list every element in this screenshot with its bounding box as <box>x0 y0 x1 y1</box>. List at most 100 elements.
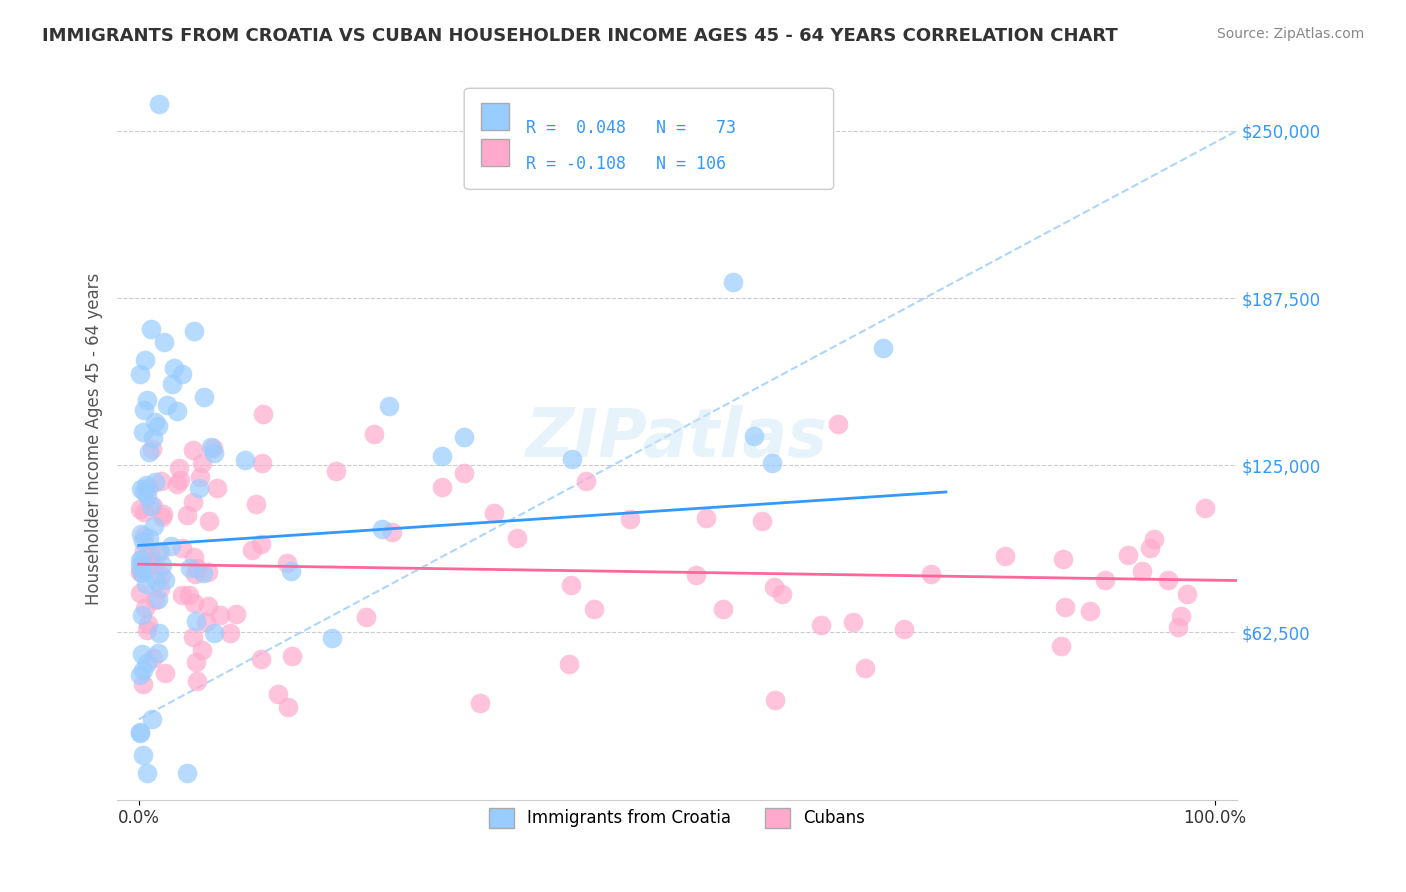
Point <box>321 631 343 645</box>
Point <box>560 578 582 592</box>
Point <box>132 528 155 542</box>
Point <box>765 692 787 706</box>
Point <box>191 643 214 657</box>
Point <box>583 602 606 616</box>
Point <box>252 407 274 421</box>
Point <box>134 353 156 368</box>
Point <box>183 324 205 338</box>
Point <box>142 651 165 665</box>
Point <box>136 616 159 631</box>
Point <box>1052 552 1074 566</box>
Point <box>770 587 793 601</box>
Point <box>150 510 173 524</box>
Point <box>138 531 160 545</box>
Point <box>152 335 174 350</box>
Point <box>148 544 170 558</box>
Point <box>150 568 173 582</box>
Bar <box>481 103 509 130</box>
Point <box>181 630 204 644</box>
Text: ZIPatlas: ZIPatlas <box>526 406 828 472</box>
Point <box>160 377 183 392</box>
Point <box>354 610 377 624</box>
Point <box>250 651 273 665</box>
Point <box>148 97 170 112</box>
Point <box>139 322 162 336</box>
Point <box>148 545 170 559</box>
Point <box>131 607 153 622</box>
Point <box>143 593 166 607</box>
Point <box>191 566 214 581</box>
Point <box>1050 639 1073 653</box>
Point <box>129 564 152 578</box>
Point <box>193 390 215 404</box>
Point <box>1053 600 1076 615</box>
Point <box>721 275 744 289</box>
Point <box>132 677 155 691</box>
Point <box>197 565 219 579</box>
Point <box>186 560 208 574</box>
Point <box>166 476 188 491</box>
Point <box>148 419 170 434</box>
Point <box>893 622 915 636</box>
Point <box>200 440 222 454</box>
Point <box>994 549 1017 563</box>
Point <box>136 481 159 495</box>
Text: R = -0.108   N = 106: R = -0.108 N = 106 <box>526 155 725 173</box>
Point <box>186 615 208 629</box>
Point <box>142 432 165 446</box>
Point <box>430 481 453 495</box>
Point <box>827 417 849 431</box>
Point <box>166 404 188 418</box>
Point <box>141 500 163 514</box>
Point <box>169 473 191 487</box>
Point <box>453 466 475 480</box>
Point <box>134 544 156 558</box>
Point <box>183 596 205 610</box>
Point <box>188 470 211 484</box>
Point <box>155 574 177 588</box>
Point <box>202 446 225 460</box>
Point <box>561 452 583 467</box>
Point <box>128 586 150 600</box>
Point <box>131 552 153 566</box>
Point <box>685 568 707 582</box>
Point <box>1139 541 1161 555</box>
Point <box>160 539 183 553</box>
Point <box>141 499 163 513</box>
Point <box>1130 564 1153 578</box>
Point <box>132 534 155 549</box>
Point <box>505 531 527 545</box>
Text: R =  0.048   N =   73: R = 0.048 N = 73 <box>526 120 735 137</box>
Point <box>762 580 785 594</box>
Point <box>129 726 152 740</box>
Point <box>1170 609 1192 624</box>
Point <box>250 537 273 551</box>
FancyBboxPatch shape <box>464 88 834 189</box>
Point <box>1194 500 1216 515</box>
Point <box>186 673 208 688</box>
Point <box>191 456 214 470</box>
Text: IMMIGRANTS FROM CROATIA VS CUBAN HOUSEHOLDER INCOME AGES 45 - 64 YEARS CORRELATI: IMMIGRANTS FROM CROATIA VS CUBAN HOUSEHO… <box>42 27 1118 45</box>
Point <box>172 588 194 602</box>
Point <box>281 648 304 663</box>
Point <box>128 668 150 682</box>
Point <box>176 508 198 522</box>
Point <box>179 561 201 575</box>
Point <box>1177 587 1199 601</box>
Point <box>181 494 204 508</box>
Point <box>150 558 173 573</box>
Point <box>135 478 157 492</box>
Point <box>132 484 155 499</box>
Point <box>1116 548 1139 562</box>
Y-axis label: Householder Income Ages 45 - 64 years: Householder Income Ages 45 - 64 years <box>86 272 103 605</box>
Point <box>163 361 186 376</box>
Point <box>183 550 205 565</box>
Point <box>135 392 157 407</box>
Point <box>177 588 200 602</box>
Point <box>201 441 224 455</box>
Point <box>128 724 150 739</box>
Point <box>128 565 150 579</box>
Point <box>148 625 170 640</box>
Point <box>277 700 299 714</box>
Point <box>129 553 152 567</box>
